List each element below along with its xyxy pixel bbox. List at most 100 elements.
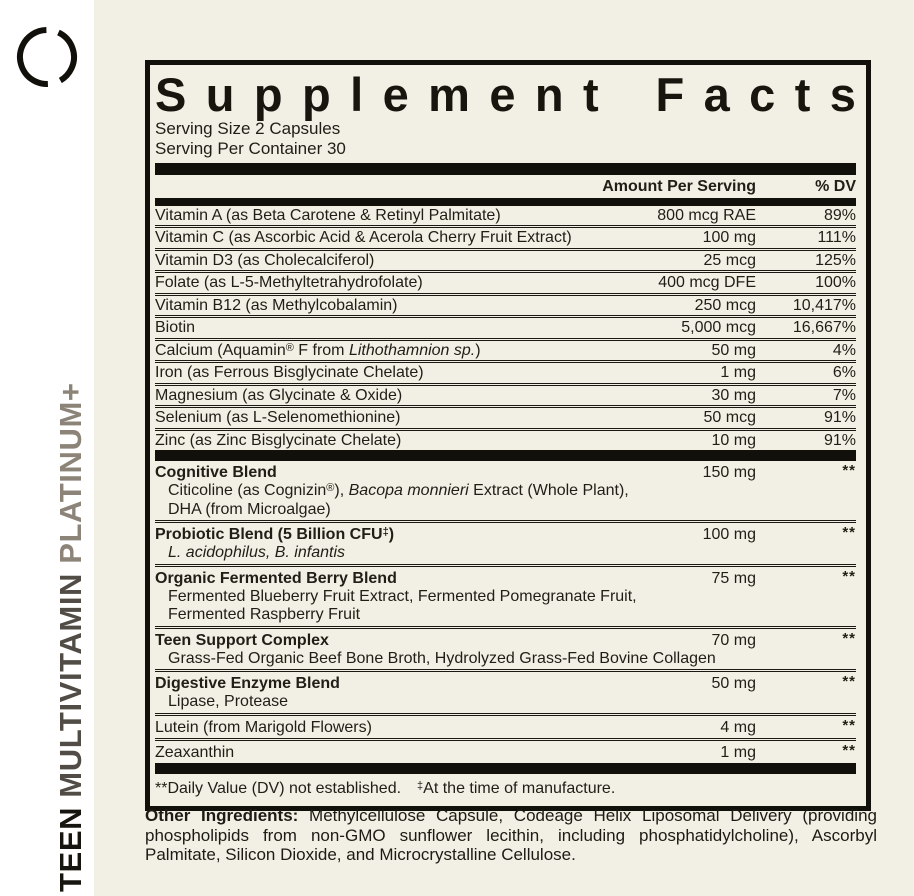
blend-rows: Cognitive Blend 150 mg ** Citicoline (as Co… bbox=[155, 461, 856, 763]
divider-bar-mid bbox=[155, 450, 856, 462]
ingredient-name: Vitamin A (as Beta Carotene & Retinyl Pa… bbox=[155, 206, 501, 224]
product-word: PLATINUM+ bbox=[53, 382, 88, 573]
ingredient-dv: 91% bbox=[823, 431, 856, 449]
table-row: Calcium (Aquamin® F from Lithothamnion s… bbox=[155, 341, 856, 364]
ingredient-amount: 100 mg bbox=[702, 526, 756, 544]
sub-ingredients-line: Lipase, Protease bbox=[168, 693, 289, 711]
ingredient-name: Folate (as L-5-Methyltetrahydrofolate) bbox=[155, 274, 423, 292]
ingredient-dv: ** bbox=[842, 673, 856, 691]
ingredient-amount: 1 mg bbox=[720, 364, 756, 382]
ingredient-dv: ** bbox=[842, 567, 856, 585]
ingredient-dv: 91% bbox=[823, 409, 856, 427]
ingredient-amount: 50 mg bbox=[711, 675, 756, 693]
serving-size-text: Serving Size 2 Capsules bbox=[155, 118, 341, 138]
table-row: Folate (as L-5-Methyltetrahydrofolate) 40… bbox=[155, 273, 856, 296]
brand-logo-broken-circle-icon bbox=[17, 27, 77, 87]
table-row: Vitamin D3 (as Cholecalciferol) 25 mcg 125… bbox=[155, 251, 856, 274]
table-row: Vitamin C (as Ascorbic Acid & Acerola Ch… bbox=[155, 228, 856, 251]
ingredient-amount: 400 mcg DFE bbox=[658, 274, 756, 292]
ingredient-name: Vitamin C (as Ascorbic Acid & Acerola Ch… bbox=[155, 229, 572, 247]
ingredient-name: Zinc (as Zinc Bisglycinate Chelate) bbox=[155, 431, 402, 449]
ingredient-amount: 800 mcg RAE bbox=[657, 206, 756, 224]
table-row: Organic Fermented Berry Blend 75 mg ** Ferm… bbox=[155, 567, 856, 629]
ingredient-amount: 10 mg bbox=[711, 431, 756, 449]
ingredient-dv: 4% bbox=[832, 341, 856, 359]
table-row: Biotin 5,000 mcg 16,667% bbox=[155, 318, 856, 341]
ingredient-dv: 6% bbox=[832, 364, 856, 382]
sub-ingredients-line: DHA (from Microalgae) bbox=[168, 500, 331, 518]
ingredient-dv: 111% bbox=[817, 229, 856, 247]
table-row: Selenium (as L-Selenomethionine) 50 mcg 91… bbox=[155, 408, 856, 431]
table-row: Iron (as Ferrous Bisglycinate Chelate) 1 … bbox=[155, 363, 856, 386]
column-header-row: Amount Per Serving % DV bbox=[155, 175, 856, 198]
ingredient-dv: ** bbox=[842, 524, 856, 542]
nutrient-rows: Vitamin A (as Beta Carotene & Retinyl Pa… bbox=[155, 206, 856, 451]
table-row: Teen Support Complex 70 mg ** Grass-Fed Org… bbox=[155, 629, 856, 673]
left-margin-strip: TEEN MULTIVITAMIN PLATINUM+ bbox=[0, 0, 94, 896]
table-row: Digestive Enzyme Blend 50 mg ** Lipase, Pro… bbox=[155, 672, 856, 716]
footnotes: **Daily Value (DV) not established. ‡At t… bbox=[155, 774, 856, 800]
product-word: MULTIVITAMIN bbox=[53, 572, 88, 807]
ingredient-dv: ** bbox=[842, 741, 856, 759]
ingredient-name: Selenium (as L-Selenomethionine) bbox=[155, 409, 401, 427]
ingredient-name: Digestive Enzyme Blend bbox=[155, 675, 340, 693]
table-row: Cognitive Blend 150 mg ** Citicoline (as Co… bbox=[155, 461, 856, 524]
other-ingredients-text: Methylcellulose Capsule, Codeage Helix L… bbox=[145, 806, 877, 864]
ingredient-amount: 75 mg bbox=[711, 569, 756, 587]
product-name-vertical: TEEN MULTIVITAMIN PLATINUM+ bbox=[53, 330, 95, 892]
ingredient-amount: 5,000 mcg bbox=[681, 319, 756, 337]
ingredient-dv: 7% bbox=[832, 386, 856, 404]
ingredient-name: Cognitive Blend bbox=[155, 464, 277, 482]
ingredient-dv: 100% bbox=[815, 274, 856, 292]
ingredient-dv: ** bbox=[842, 716, 856, 734]
divider-bar-top bbox=[155, 162, 856, 175]
ingredient-amount: 150 mg bbox=[702, 464, 756, 482]
other-ingredients-label: Other Ingredients: bbox=[145, 806, 299, 825]
product-word: TEEN bbox=[53, 806, 88, 892]
divider-bar-bottom bbox=[155, 762, 856, 774]
sub-ingredients-line: L. acidophilus, B. infantis bbox=[168, 544, 345, 562]
table-row: Vitamin B12 (as Methylcobalamin) 250 mcg 1… bbox=[155, 296, 856, 319]
sub-ingredients-line: Fermented Blueberry Fruit Extract, Ferme… bbox=[168, 587, 637, 605]
ingredient-amount: 25 mcg bbox=[703, 251, 756, 269]
table-row: Probiotic Blend (5 Billion CFU‡) 100 mg **… bbox=[155, 523, 856, 567]
sub-ingredients-line: Citicoline (as Cognizin®), Bacopa monnie… bbox=[168, 482, 629, 500]
ingredient-amount: 1 mg bbox=[720, 743, 756, 761]
ingredient-name: Organic Fermented Berry Blend bbox=[155, 569, 397, 587]
ingredient-amount: 50 mcg bbox=[703, 409, 756, 427]
ingredient-name: Calcium (Aquamin® F from Lithothamnion s… bbox=[155, 341, 481, 359]
ingredient-amount: 50 mg bbox=[711, 341, 756, 359]
divider-bar-under-header bbox=[155, 197, 856, 206]
ingredient-name: Magnesium (as Glycinate & Oxide) bbox=[155, 386, 403, 404]
ingredient-dv: ** bbox=[842, 462, 856, 480]
ingredient-amount: 30 mg bbox=[711, 386, 756, 404]
ingredient-amount: 70 mg bbox=[711, 631, 756, 649]
ingredient-name: Vitamin D3 (as Cholecalciferol) bbox=[155, 251, 375, 269]
sub-ingredients-line: Grass-Fed Organic Beef Bone Broth, Hydro… bbox=[168, 649, 716, 667]
table-row: Magnesium (as Glycinate & Oxide) 30 mg 7% bbox=[155, 386, 856, 409]
ingredient-dv: 89% bbox=[823, 206, 856, 224]
ingredient-name: Biotin bbox=[155, 319, 196, 337]
ingredient-dv: 16,667% bbox=[792, 319, 856, 337]
ingredient-dv: 125% bbox=[815, 251, 856, 269]
footnote-dv-not-established: **Daily Value (DV) not established. bbox=[155, 779, 402, 797]
ingredient-amount: 250 mcg bbox=[694, 296, 756, 314]
ingredient-amount: 4 mg bbox=[720, 718, 756, 736]
ingredient-dv: 10,417% bbox=[792, 296, 856, 314]
other-ingredients-paragraph: Other Ingredients: Methylcellulose Capsu… bbox=[145, 806, 877, 865]
table-row: Zinc (as Zinc Bisglycinate Chelate) 10 mg… bbox=[155, 431, 856, 451]
ingredient-name: Iron (as Ferrous Bisglycinate Chelate) bbox=[155, 364, 424, 382]
servings-per-container-text: Serving Per Container 30 bbox=[155, 138, 346, 158]
ingredient-name: Probiotic Blend (5 Billion CFU‡) bbox=[155, 526, 395, 544]
ingredient-amount: 100 mg bbox=[702, 229, 756, 247]
double-dagger-symbol: ‡ bbox=[417, 779, 424, 792]
ingredient-name: Lutein (from Marigold Flowers) bbox=[155, 718, 372, 736]
dv-column-header: % DV bbox=[815, 177, 856, 195]
ingredient-dv: ** bbox=[842, 629, 856, 647]
footnote-manufacture: ‡At the time of manufacture. bbox=[417, 779, 616, 797]
ingredient-name: Teen Support Complex bbox=[155, 631, 329, 649]
table-row: Lutein (from Marigold Flowers) 4 mg ** bbox=[155, 716, 856, 741]
amount-column-header: Amount Per Serving bbox=[602, 177, 756, 195]
